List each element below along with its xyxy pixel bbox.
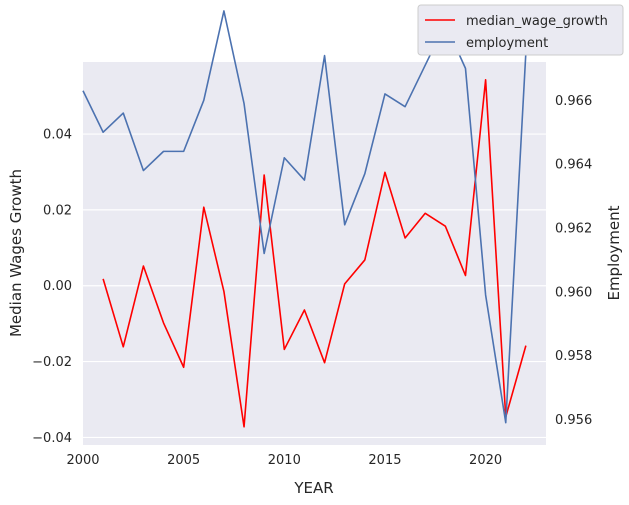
y-tick-label: 0.04: [43, 128, 72, 143]
y-tick-label: −0.04: [32, 431, 72, 446]
x-tick-label: 2020: [469, 453, 502, 468]
y2-tick-label: 0.962: [555, 221, 592, 236]
series-layer: [82, 10, 547, 428]
y-tick-label: 0.00: [43, 279, 72, 294]
series-line-employment: [82, 10, 547, 424]
x-tick-label: 2000: [66, 453, 99, 468]
plot-background: [83, 62, 546, 445]
y-tick-label: −0.02: [32, 355, 72, 370]
y-tick-label: 0.02: [43, 203, 72, 218]
grid-lines: [83, 133, 546, 439]
x-tick-label: 2010: [268, 453, 301, 468]
legend-label-median-wage-growth: median_wage_growth: [466, 14, 608, 29]
y2-tick-label: 0.956: [555, 413, 592, 428]
x-axis-title: YEAR: [293, 479, 333, 497]
y-axis-right-title: Employment: [605, 205, 623, 300]
legend: median_wage_growth employment: [417, 4, 624, 56]
y2-tick-label: 0.964: [555, 158, 592, 173]
x-tick-label: 2005: [167, 453, 200, 468]
y2-tick-label: 0.966: [555, 94, 592, 109]
x-tick-label: 2015: [368, 453, 401, 468]
series-line-median-wage-growth: [102, 79, 527, 428]
legend-frame: [417, 4, 624, 56]
x-axis-ticks: 2000 2005 2010 2015 2020: [66, 453, 502, 468]
y2-tick-label: 0.960: [555, 285, 592, 300]
y-axis-left-title: Median Wages Growth: [7, 169, 25, 337]
y-axis-left-ticks: −0.04 −0.02 0.00 0.02 0.04: [32, 128, 72, 446]
y2-tick-label: 0.958: [555, 349, 592, 364]
legend-label-employment: employment: [466, 36, 548, 51]
